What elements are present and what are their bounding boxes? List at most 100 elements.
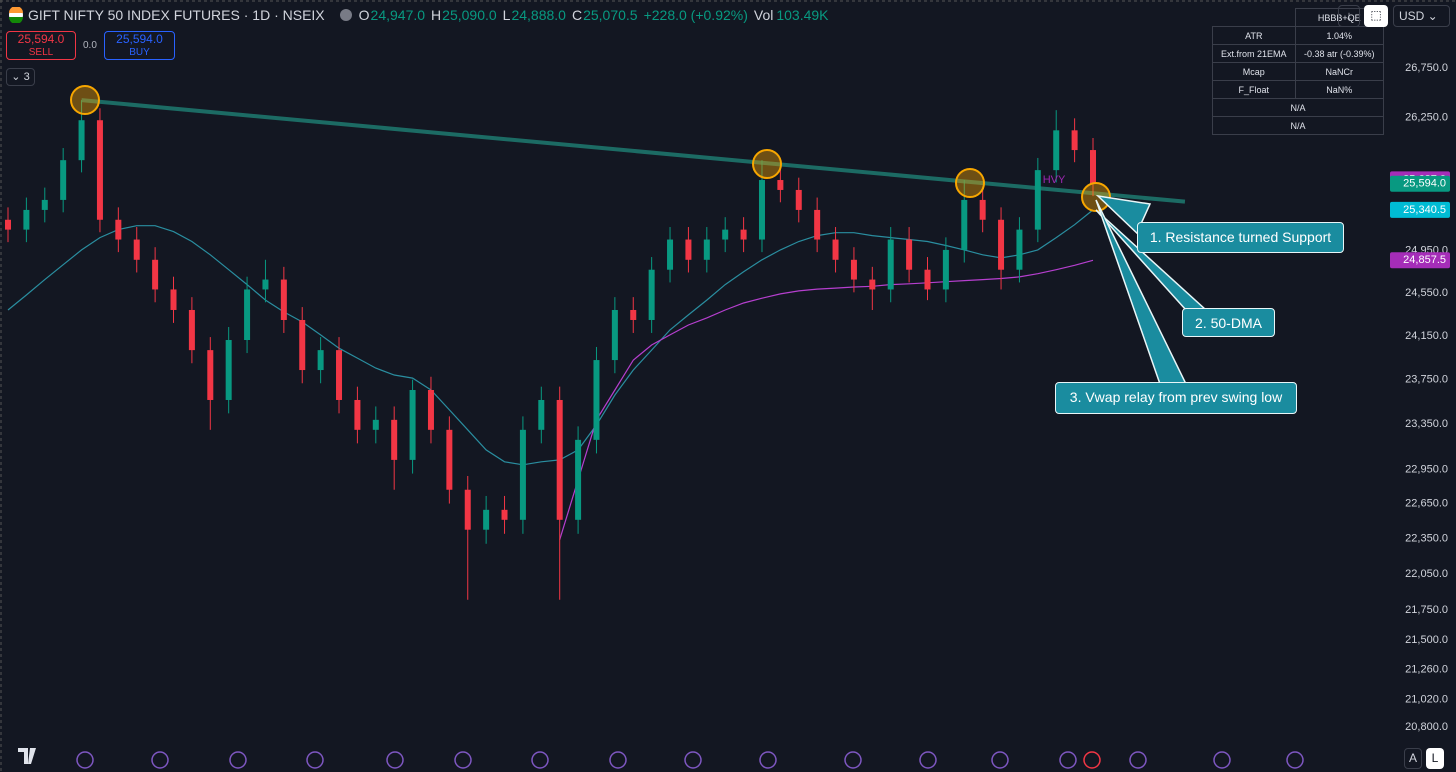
ohlc-label: C — [571, 7, 583, 23]
callout: 3. Vwap relay from prev swing low — [1055, 382, 1297, 414]
y-tick-label: 23,350.0 — [1405, 418, 1448, 430]
table-cell: F_Float — [1212, 80, 1296, 99]
price-label-box — [1390, 201, 1450, 218]
candle-body — [777, 180, 784, 190]
ohlc-label: L — [502, 7, 511, 23]
highlight-circle — [955, 168, 985, 198]
y-tick-label: 26,250.0 — [1405, 111, 1448, 123]
ohlc-value: 24,947.0 — [370, 7, 426, 23]
callout: 2. 50-DMA — [1182, 308, 1275, 337]
table-cell: Mcap — [1212, 62, 1296, 81]
candle-body — [758, 180, 765, 240]
price-label-box — [1390, 252, 1450, 269]
candle-body — [906, 239, 913, 270]
highlight-circle — [752, 149, 782, 179]
candle-body — [464, 489, 471, 530]
currency-select[interactable]: USD ⌄ — [1393, 5, 1450, 27]
candle-body — [317, 350, 324, 371]
sell-price: 25,594.0 — [17, 32, 65, 46]
moving-average-line — [7, 209, 1094, 466]
sell-label: SELL — [28, 47, 54, 58]
indicator-count: 3 — [23, 71, 30, 83]
candle-body — [41, 199, 48, 210]
candle-body — [869, 279, 876, 290]
ohlc-label: H — [431, 7, 442, 23]
auto-scale-button[interactable]: A — [1404, 748, 1422, 769]
sell-button[interactable]: 25,594.0 SELL — [6, 31, 76, 60]
ohlc-value: 25,090.0 — [442, 7, 497, 23]
candle-body — [1090, 150, 1096, 184]
candle-body — [336, 350, 343, 400]
trendline — [81, 98, 1186, 204]
currency: USD — [1399, 9, 1425, 23]
table-note: N/A — [1212, 116, 1384, 135]
candle-body — [188, 309, 195, 351]
y-tick-label: 21,260.0 — [1405, 664, 1448, 676]
candle-body — [152, 259, 159, 290]
candle-body — [78, 120, 85, 161]
candle-body — [133, 239, 140, 260]
symbol-title: GIFT NIFTY 50 INDEX FUTURES · 1D · NSEIX — [28, 7, 325, 23]
candle-body — [96, 120, 103, 220]
buy-label: BUY — [129, 47, 150, 58]
candle-body — [23, 209, 30, 230]
logo — [18, 748, 36, 764]
table-cell — [1213, 9, 1296, 27]
candle-body — [207, 350, 214, 400]
buy-button[interactable]: 25,594.0 BUY — [104, 31, 175, 60]
y-tick-label: 24,150.0 — [1405, 330, 1448, 342]
price-label: 25,594.0 — [1403, 178, 1446, 190]
y-tick-label: 23,750.0 — [1405, 374, 1448, 386]
callout: 1. Resistance turned Support — [1137, 222, 1344, 253]
buy-price: 25,594.0 — [116, 32, 163, 46]
info-table: HBBB+QE ATR 1.04% Ext.from 21EMA -0.38 atr… — [1212, 8, 1385, 135]
table-cell: -0.38 atr (-0.39%) — [1294, 44, 1385, 63]
header: GIFT NIFTY 50 INDEX FUTURES · 1D · NSEIX… — [8, 7, 835, 23]
y-tick-label: 22,050.0 — [1405, 568, 1448, 580]
annotation-layer: HVY — [70, 85, 1208, 385]
candle-body — [391, 419, 398, 460]
candle-body — [409, 390, 416, 460]
candle-body — [795, 189, 802, 210]
y-tick-label: 20,800.0 — [1405, 721, 1448, 733]
y-tick-label: 24,550.0 — [1405, 287, 1448, 299]
layout-button[interactable]: ⬚ — [1364, 5, 1388, 27]
candle-body — [814, 209, 821, 240]
ohlc-label: O — [358, 7, 370, 23]
flag-icon — [9, 7, 23, 23]
candle-body — [740, 229, 747, 240]
log-scale-button[interactable]: L — [1426, 748, 1444, 769]
candle-body — [225, 340, 232, 400]
download-button[interactable]: ↓ — [1338, 5, 1360, 27]
price-label: 25,340.5 — [1403, 204, 1446, 216]
volume-label: Vol — [753, 7, 774, 23]
y-tick-label: 22,350.0 — [1405, 533, 1448, 545]
candle-body — [244, 289, 251, 341]
table-cell: NaNCr — [1294, 62, 1385, 81]
y-tick-label: 21,750.0 — [1405, 604, 1448, 616]
price-label-box — [1390, 175, 1450, 192]
candle-body — [60, 160, 67, 200]
candle-body — [1034, 170, 1041, 230]
candle-body — [5, 219, 11, 230]
candle-body — [501, 509, 508, 520]
status-dot — [339, 9, 352, 21]
y-tick-label: 26,750.0 — [1405, 62, 1448, 74]
candle-body — [685, 239, 692, 260]
candle-body — [170, 289, 177, 310]
candle-body — [280, 279, 287, 320]
y-tick-label: 21,500.0 — [1405, 634, 1448, 646]
candle-body — [703, 239, 710, 260]
candle-body — [942, 249, 949, 290]
candle-body — [850, 259, 857, 280]
candle-body — [1071, 130, 1078, 151]
candle-body — [446, 429, 453, 490]
y-tick-label: 22,650.0 — [1405, 498, 1448, 510]
spread: 0.0 — [83, 40, 97, 51]
candle-body — [354, 399, 361, 430]
indicator-toggle[interactable]: ⌄ 3 — [6, 68, 35, 86]
bottom-event-icons — [18, 748, 1304, 769]
candle-body — [887, 239, 894, 290]
volume: 103.49K — [776, 7, 829, 23]
